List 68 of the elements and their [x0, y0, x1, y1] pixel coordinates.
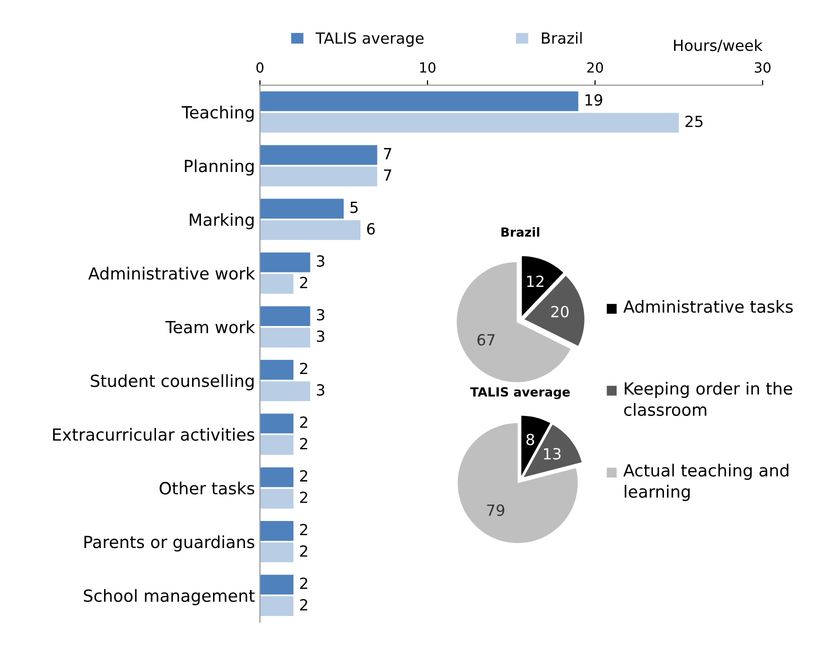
data-label: 8 — [526, 434, 534, 446]
bar — [260, 306, 310, 326]
y-tick-label: Administrative work — [88, 266, 256, 280]
data-label: 19 — [586, 94, 602, 106]
data-label: 5 — [350, 202, 358, 214]
bar — [260, 328, 310, 348]
legend-label: TALIS average — [316, 32, 424, 47]
bar — [260, 360, 294, 380]
y-tick-label: Planning — [184, 159, 254, 176]
bar — [260, 112, 679, 133]
legend-label: Keeping order in the classroom — [624, 382, 792, 416]
data-label: 3 — [316, 384, 324, 396]
data-label: 2 — [300, 470, 308, 482]
bar — [260, 166, 378, 186]
chart-title: Brazil — [501, 227, 540, 237]
bar — [260, 220, 360, 240]
bar — [260, 574, 294, 595]
y-tick-label: Marking — [190, 213, 254, 230]
data-label: 3 — [316, 255, 324, 267]
x-tick-label: 10 — [420, 62, 436, 73]
data-label: 3 — [316, 308, 324, 321]
chart-title: TALIS average — [470, 387, 570, 400]
legend-label: Administrative tasks — [623, 300, 793, 313]
data-label: 3 — [316, 330, 324, 342]
data-label: 67 — [477, 334, 495, 346]
y-tick-label: School management — [84, 589, 255, 606]
data-label: 6 — [367, 223, 375, 235]
y-tick-label: Student counselling — [90, 374, 254, 390]
y-tick-label: Extracurricular activities — [53, 428, 254, 441]
bar — [260, 274, 294, 294]
bar — [260, 414, 294, 434]
bar — [260, 542, 294, 562]
data-label: 2 — [300, 362, 308, 374]
data-label: 25 — [686, 116, 702, 128]
data-label: 79 — [487, 504, 504, 516]
bar — [260, 435, 294, 455]
bar — [260, 145, 378, 165]
data-label: 2 — [300, 524, 308, 536]
data-label: 12 — [527, 276, 544, 287]
y-tick-label: Other tasks — [160, 482, 254, 495]
x-tick-label: 30 — [754, 62, 771, 73]
bar — [260, 91, 578, 112]
bar — [260, 198, 344, 219]
x-tick-label: 0 — [256, 62, 264, 73]
data-label: 13 — [544, 448, 561, 460]
bar — [260, 521, 294, 541]
bar — [260, 252, 310, 272]
data-label: 2 — [300, 599, 308, 610]
data-label: 7 — [384, 170, 392, 181]
y-tick-label: Team work — [165, 320, 256, 334]
data-label: 2 — [300, 578, 308, 589]
data-label: 2 — [300, 416, 308, 428]
data-label: 2 — [300, 276, 308, 288]
legend-label: Brazil — [542, 32, 582, 44]
x-axis-title: Hours/week — [674, 39, 763, 52]
y-tick-label: Teaching — [182, 106, 254, 122]
data-label: 2 — [300, 438, 308, 450]
data-label: 2 — [300, 492, 308, 503]
bar — [260, 596, 294, 616]
data-label: 7 — [384, 148, 392, 160]
data-label: 2 — [300, 545, 308, 557]
legend-label: Actual teaching and learning — [623, 464, 788, 502]
bar — [260, 381, 310, 402]
bar — [260, 467, 294, 488]
bar — [260, 488, 294, 509]
y-tick-label: Parents or guardians — [84, 535, 254, 552]
x-tick-label: 20 — [587, 62, 603, 73]
data-label: 20 — [551, 306, 569, 318]
